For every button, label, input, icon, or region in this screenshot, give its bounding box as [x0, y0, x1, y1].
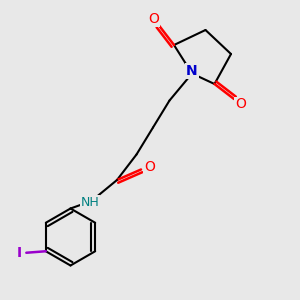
Text: I: I: [17, 246, 22, 260]
Text: O: O: [235, 98, 246, 111]
Text: N: N: [186, 64, 198, 78]
Text: O: O: [144, 160, 155, 173]
Text: NH: NH: [81, 196, 99, 209]
Text: O: O: [148, 12, 159, 26]
